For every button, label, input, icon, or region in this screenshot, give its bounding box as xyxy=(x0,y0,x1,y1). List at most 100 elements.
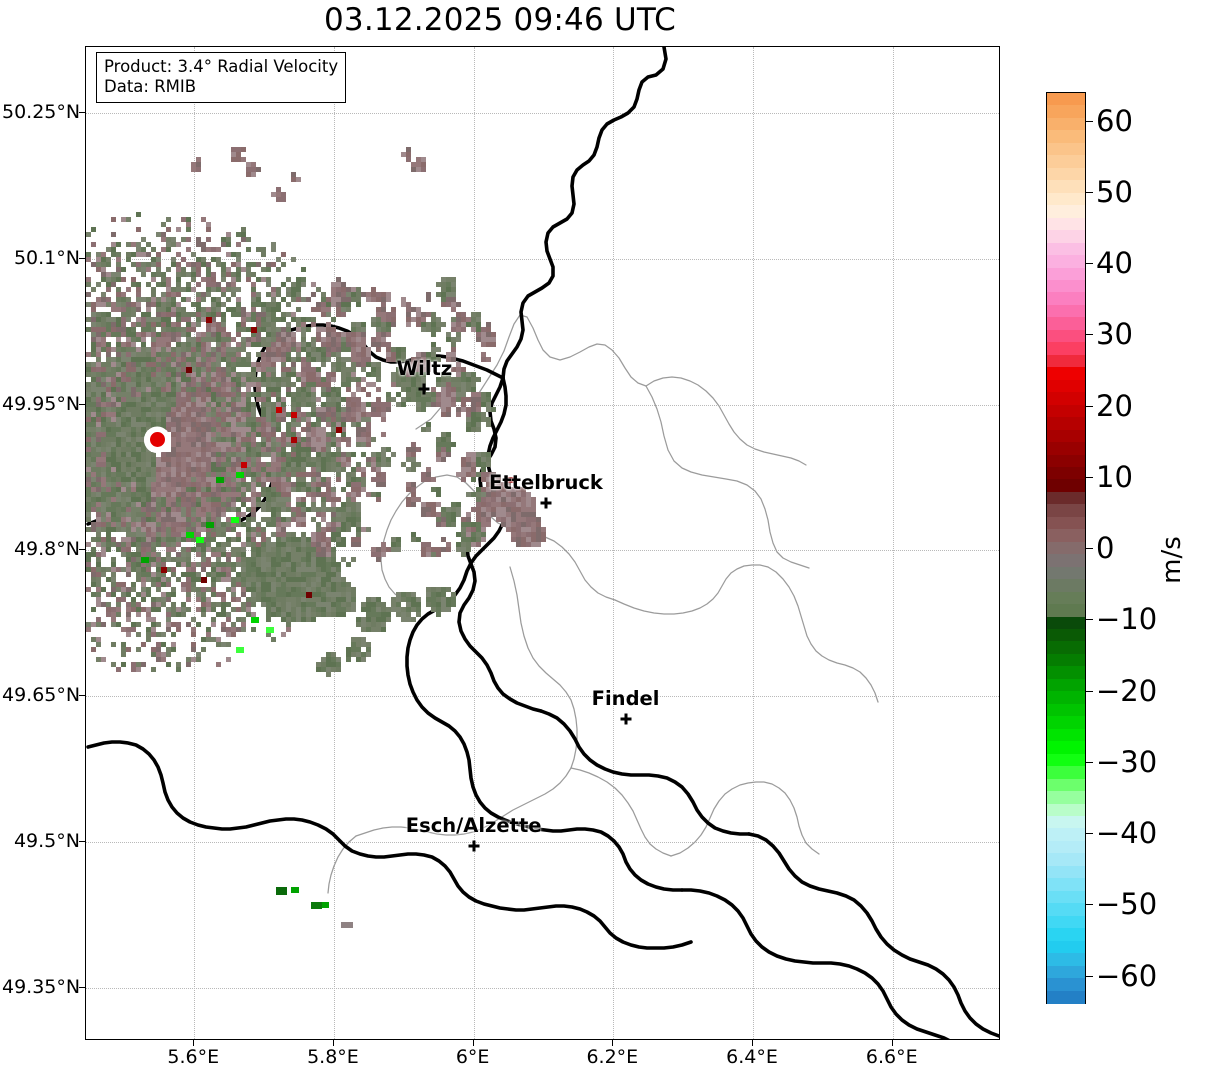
colorbar-segment xyxy=(1047,591,1085,606)
lon-tick-mark xyxy=(193,1040,195,1046)
colorbar-segment xyxy=(1047,728,1085,743)
lon-tick-label-2: 6°E xyxy=(455,1046,490,1068)
colorbar-segment xyxy=(1047,279,1085,294)
colorbar-tick-label-11: −50 xyxy=(1096,887,1158,922)
colorbar-segment xyxy=(1047,629,1085,643)
city-label: Wiltz xyxy=(396,356,453,380)
lat-tick-mark xyxy=(79,840,85,842)
colorbar-tick-label-5: 10 xyxy=(1096,459,1133,494)
colorbar-segment xyxy=(1047,653,1085,668)
lon-tick-mark xyxy=(752,1040,754,1046)
colorbar-tick-label-0: 60 xyxy=(1096,103,1133,138)
colorbar-segment xyxy=(1047,130,1085,144)
colorbar-segment xyxy=(1047,878,1085,892)
colorbar-segment xyxy=(1047,579,1085,593)
lon-tick-label-3: 6.2°E xyxy=(586,1046,639,1068)
colorbar-segment xyxy=(1047,940,1085,955)
lon-tick-label-1: 5.8°E xyxy=(307,1046,359,1068)
city-marker-icon xyxy=(418,383,430,395)
colorbar-tick-mark xyxy=(1086,975,1093,977)
colorbar-tick-mark xyxy=(1086,619,1093,621)
city-marker-icon xyxy=(468,840,480,852)
lat-tick-label-1: 50.1°N xyxy=(13,246,80,269)
radar-map-plot[interactable]: Wiltz Ettelbruck Findel Esch/Alzette xyxy=(85,46,1000,1040)
lon-tick-mark xyxy=(472,1040,474,1046)
city-label: Findel xyxy=(591,686,660,710)
colorbar-segment xyxy=(1047,367,1085,381)
colorbar-tick-mark xyxy=(1086,548,1093,549)
colorbar-tick-label-4: 20 xyxy=(1096,388,1133,423)
colorbar-segment xyxy=(1047,255,1085,269)
lat-tick-mark xyxy=(79,403,85,405)
lat-tick-label-0: 50.25°N xyxy=(2,101,81,124)
lon-tick-mark xyxy=(612,1040,614,1046)
colorbar-tick-label-9: −30 xyxy=(1096,744,1158,779)
colorbar-segment xyxy=(1047,379,1085,394)
city-label: Esch/Alzette xyxy=(405,814,542,838)
colorbar-segment xyxy=(1047,317,1085,331)
colorbar-tick-label-8: −20 xyxy=(1096,673,1158,708)
colorbar-unit-label: m/s xyxy=(1157,536,1187,584)
colorbar-segment xyxy=(1047,205,1085,219)
lon-tick-label-5: 6.6°E xyxy=(865,1046,918,1068)
colorbar-segment xyxy=(1047,678,1085,693)
data-source-line: Data: RMIB xyxy=(104,77,197,97)
colorbar-segment xyxy=(1047,342,1085,356)
colorbar-segment xyxy=(1047,953,1085,967)
lat-tick-mark xyxy=(79,695,85,697)
colorbar-tick-mark xyxy=(1086,904,1093,906)
page-title: 03.12.2025 09:46 UTC xyxy=(324,2,676,38)
colorbar-segment xyxy=(1047,267,1085,282)
product-info-box: Product: 3.4° Radial Velocity Data: RMIB xyxy=(96,52,347,104)
colorbar-segment xyxy=(1047,417,1085,431)
colorbar-segment xyxy=(1047,903,1085,917)
colorbar-segment xyxy=(1047,167,1085,182)
colorbar-segment xyxy=(1047,442,1085,456)
colorbar-segment xyxy=(1047,616,1085,631)
colorbar-segment xyxy=(1047,491,1085,506)
colorbar-segment xyxy=(1047,429,1085,444)
colorbar-segment xyxy=(1047,840,1085,855)
colorbar-segment xyxy=(1047,466,1085,481)
colorbar-segment xyxy=(1047,915,1085,930)
colorbar-segment xyxy=(1047,703,1085,718)
city-marker-icon xyxy=(620,713,632,725)
lat-tick-label-3: 49.8°N xyxy=(13,538,80,561)
colorbar-segment xyxy=(1047,93,1085,107)
map-canvas-area[interactable]: Wiltz Ettelbruck Findel Esch/Alzette xyxy=(86,47,999,1039)
colorbar-tick-label-10: −40 xyxy=(1096,816,1158,850)
colorbar-segment xyxy=(1047,217,1085,232)
lat-tick-label-5: 49.5°N xyxy=(13,829,80,852)
colorbar[interactable] xyxy=(1046,92,1086,1005)
lat-tick-mark xyxy=(79,986,85,988)
colorbar-segment xyxy=(1047,741,1085,755)
city-label: Ettelbruck xyxy=(489,471,603,495)
colorbar-segment xyxy=(1047,965,1085,980)
radar-echo-layer xyxy=(86,47,999,1039)
lat-tick-mark xyxy=(79,549,85,551)
lat-tick-label-4: 49.65°N xyxy=(2,684,81,707)
colorbar-segment xyxy=(1047,192,1085,207)
colorbar-segment xyxy=(1047,180,1085,194)
colorbar-segment xyxy=(1047,828,1085,843)
colorbar-tick-label-6: 0 xyxy=(1096,531,1115,565)
lon-tick-label-0: 5.6°E xyxy=(167,1046,220,1068)
colorbar-segment xyxy=(1047,853,1085,867)
colorbar-segment xyxy=(1047,778,1085,793)
colorbar-tick-label-3: 30 xyxy=(1096,317,1133,352)
colorbar-segment xyxy=(1047,329,1085,344)
colorbar-segment xyxy=(1047,117,1085,132)
colorbar-tick-mark xyxy=(1086,690,1093,692)
radar-site-marker xyxy=(144,426,171,453)
colorbar-segment xyxy=(1047,566,1085,581)
colorbar-segment xyxy=(1047,803,1085,818)
lat-tick-mark xyxy=(79,112,85,114)
colorbar-segment xyxy=(1047,716,1085,730)
colorbar-tick-mark xyxy=(1086,833,1093,834)
colorbar-segment xyxy=(1047,541,1085,556)
colorbar-segment xyxy=(1047,242,1085,257)
colorbar-segment xyxy=(1047,392,1085,406)
colorbar-segment xyxy=(1047,604,1085,618)
colorbar-tick-mark xyxy=(1086,334,1093,336)
colorbar-tick-label-12: −60 xyxy=(1096,958,1158,993)
